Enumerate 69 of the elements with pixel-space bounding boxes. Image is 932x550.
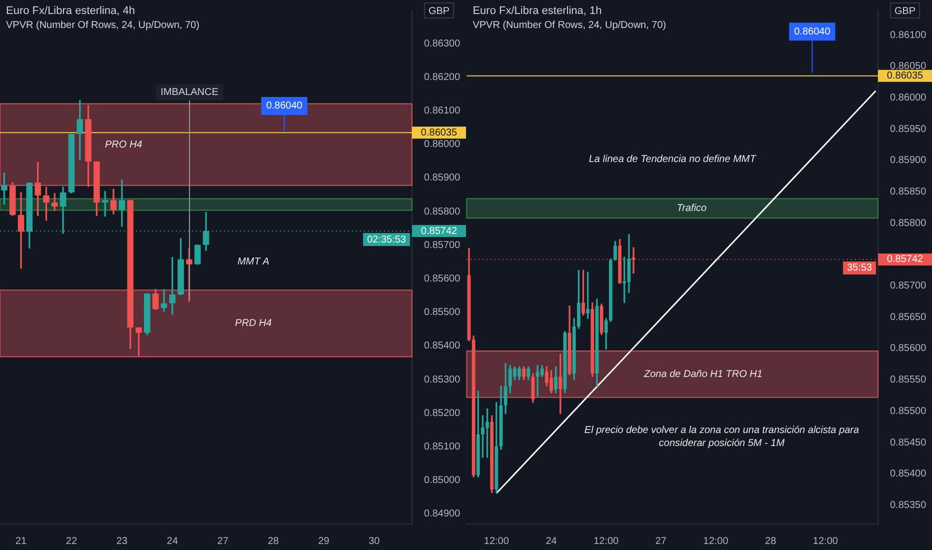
- x-tick-label: 24: [546, 536, 558, 547]
- ref-line-label: 0.86035: [420, 127, 458, 138]
- y-tick-label: 0.85700: [424, 240, 461, 251]
- y-tick-label: 0.85450: [890, 437, 927, 448]
- band-label: Zona de Daño H1 TRO H1: [643, 368, 762, 380]
- y-tick-label: 0.85400: [424, 340, 461, 352]
- x-tick-label: 24: [166, 536, 178, 547]
- y-tick-label: 0.85650: [890, 312, 927, 323]
- ref-line-label: 0.85742: [420, 226, 458, 237]
- y-tick-label: 0.85200: [424, 408, 461, 419]
- y-tick-label: 0.86000: [890, 92, 927, 104]
- x-tick-label: 12:00: [484, 536, 510, 547]
- y-tick-label: 0.85500: [890, 406, 927, 417]
- annotation: La linea de Tendencia no define MMT: [588, 154, 757, 165]
- ref-line-label: 0.85742: [886, 254, 924, 266]
- band-label: PRD H4: [235, 318, 272, 330]
- chart-title: Euro Fx/Libra esterlina, 1h: [472, 5, 602, 18]
- ref-line-label: 0.86035: [886, 70, 924, 82]
- y-tick-label: 0.85950: [890, 124, 927, 135]
- x-tick-label: 27: [217, 536, 229, 547]
- y-tick-label: 0.85900: [424, 172, 461, 184]
- y-tick-label: 0.86000: [424, 139, 461, 150]
- y-tick-label: 0.86100: [424, 106, 461, 117]
- x-tick-label: 12:00: [812, 536, 838, 547]
- annotation: 02:35:53: [367, 234, 406, 246]
- y-tick-label: 0.85600: [424, 274, 461, 285]
- band-label: PRO H4: [104, 139, 143, 150]
- x-tick-label: 12:00: [703, 536, 729, 547]
- chart-title: Euro Fx/Libra esterlina, 4h: [6, 5, 136, 18]
- y-tick-label: 0.86100: [890, 30, 927, 41]
- y-axis-title: GBP: [428, 6, 450, 17]
- y-tick-label: 0.86300: [424, 38, 461, 50]
- x-tick-label: 22: [66, 536, 78, 547]
- y-tick-label: 0.85800: [424, 206, 461, 218]
- x-tick-label: 30: [368, 536, 380, 547]
- y-tick-label: 0.85850: [890, 186, 927, 198]
- y-tick-label: 0.85000: [424, 475, 461, 486]
- y-tick-label: 0.85600: [890, 343, 927, 354]
- y-tick-label: 0.85100: [424, 441, 461, 452]
- y-tick-label: 0.85900: [890, 155, 927, 166]
- band-label: Trafico: [676, 203, 708, 214]
- y-tick-label: 0.85550: [890, 374, 927, 386]
- y-tick-label: 0.84900: [424, 508, 461, 520]
- y-tick-label: 0.85350: [890, 500, 927, 511]
- annotation: 35:53: [846, 262, 872, 274]
- annotation: 0.86040: [794, 26, 831, 38]
- annotation: El precio debe volver a la zona con una transición alcista para considerar posición 5M - 1M: [584, 424, 860, 449]
- y-axis-title: GBP: [894, 6, 916, 17]
- x-tick-label: 28: [268, 536, 280, 547]
- y-tick-label: 0.85700: [890, 280, 927, 292]
- y-tick-label: 0.85800: [890, 218, 927, 229]
- text: VPVR (Number Of Rows, 24, Up/Down, 70): [6, 20, 200, 31]
- y-tick-label: 0.86050: [890, 61, 927, 72]
- x-tick-label: 28: [765, 536, 777, 547]
- y-tick-label: 0.85300: [424, 374, 461, 386]
- annotation: 0.86040: [266, 100, 303, 112]
- x-tick-label: 29: [318, 536, 330, 547]
- annotation: MMT A: [237, 256, 270, 268]
- y-tick-label: 0.85400: [890, 468, 927, 480]
- candlestick: [18, 192, 24, 269]
- x-tick-label: 12:00: [594, 536, 620, 547]
- x-tick-label: 23: [116, 536, 128, 547]
- x-tick-label: 27: [655, 536, 667, 547]
- x-tick-label: 21: [15, 536, 28, 547]
- text: VPVR (Number Of Rows, 24, Up/Down, 70): [472, 20, 666, 31]
- candlestick: [160, 289, 168, 312]
- y-tick-label: 0.85500: [424, 307, 461, 318]
- y-tick-label: 0.86200: [424, 72, 461, 83]
- annotation: IMBALANCE: [160, 86, 219, 98]
